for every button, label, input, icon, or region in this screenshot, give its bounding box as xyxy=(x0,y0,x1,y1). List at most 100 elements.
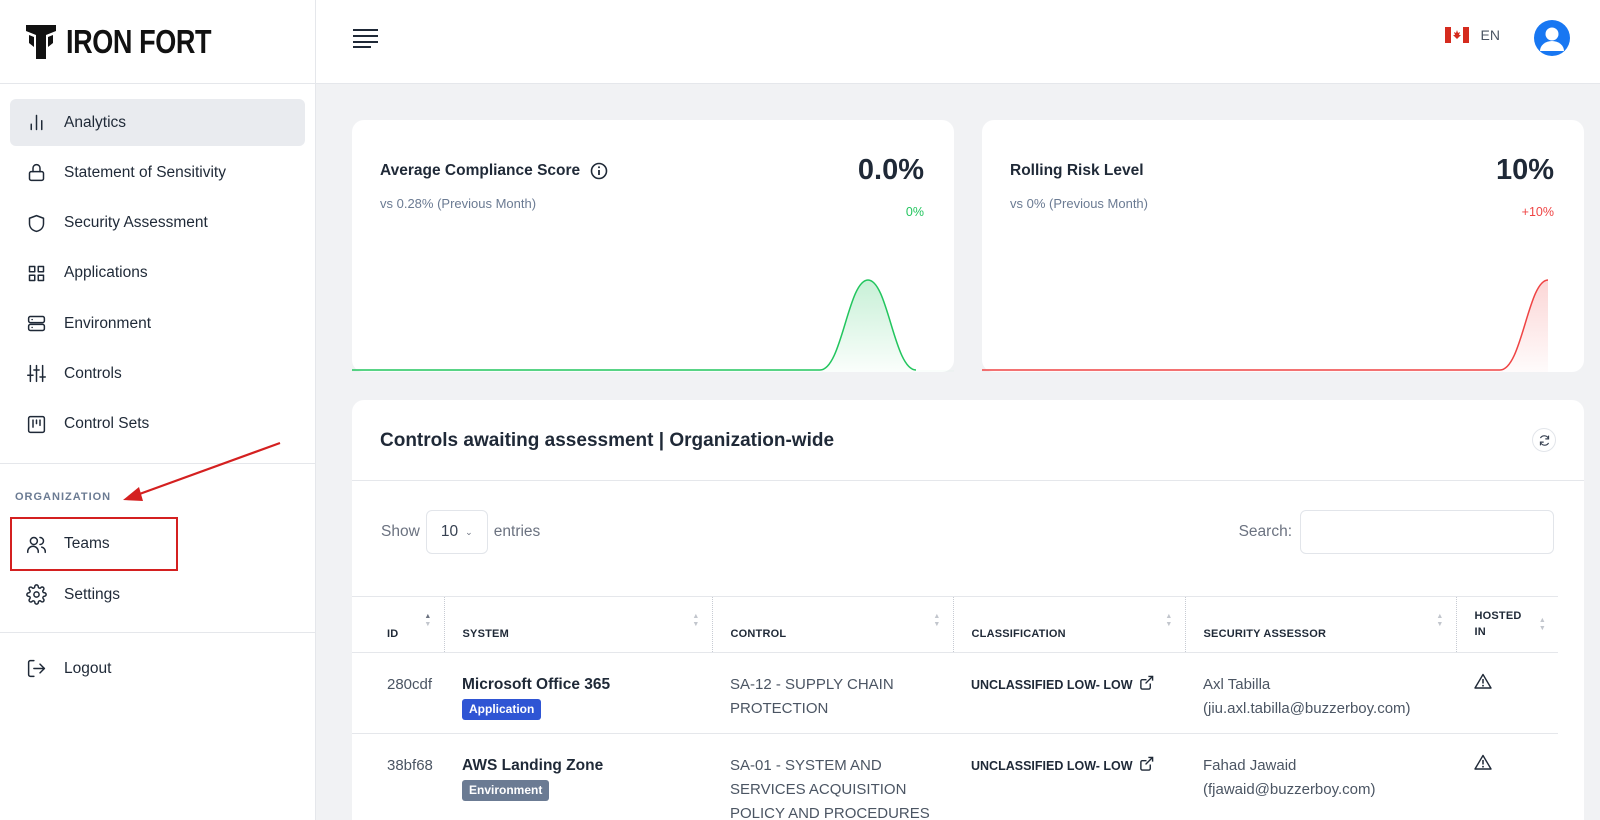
column-header-system[interactable]: SYSTEM ▲ ▼ xyxy=(443,596,712,653)
cell-id: 280cdf xyxy=(352,652,444,734)
cell-id: 38bf68 xyxy=(352,733,444,820)
sidebar-item-label: Security Assessment xyxy=(64,214,208,232)
system-type-badge: Environment xyxy=(462,780,550,801)
cell-hosted-in xyxy=(1456,652,1558,734)
sidebar-item-label: Analytics xyxy=(64,113,127,131)
sidebar-item-security-assessment[interactable]: Security Assessment xyxy=(10,200,305,247)
sidebar-item-label: Teams xyxy=(64,535,110,553)
compliance-score-title-text: Average Compliance Score xyxy=(380,162,581,179)
page-size-select[interactable]: 10 ⌄ xyxy=(425,510,488,554)
risk-sparkline xyxy=(982,279,1549,372)
controls-awaiting-title: Controls awaiting assessment | Organizat… xyxy=(380,430,835,451)
controls-table: ID ▲ ▼ SYSTEM ▲ ▼ CONTROL ▲ ▼ CLASSIFICATION ▲ ▼… xyxy=(352,596,1558,820)
column-header-control[interactable]: CONTROL ▲ ▼ xyxy=(711,596,953,653)
info-icon[interactable] xyxy=(590,162,608,180)
sidebar-item-teams[interactable]: Teams xyxy=(10,521,305,568)
external-link-icon[interactable] xyxy=(1139,675,1154,690)
compliance-score-card: Average Compliance Score vs 0.28% (Previ… xyxy=(352,120,954,372)
card-divider xyxy=(352,480,1584,481)
refresh-button[interactable] xyxy=(1532,428,1556,452)
system-name[interactable]: Microsoft Office 365 xyxy=(462,676,611,693)
column-header-hosted-in[interactable]: HOSTED IN ▲ ▼ xyxy=(1455,596,1558,653)
cell-security-assessor: Axl Tabilla (jiu.axl.tabilla@buzzerboy.c… xyxy=(1185,652,1456,734)
sidebar-item-settings[interactable]: Settings xyxy=(10,571,305,618)
risk-level-card: Rolling Risk Level vs 0% (Previous Month… xyxy=(982,120,1584,372)
compliance-score-value: 0.0% xyxy=(857,154,924,186)
cell-classification: UNCLASSIFIED LOW- LOW xyxy=(953,733,1185,820)
column-label: SECURITY ASSESSOR xyxy=(1203,628,1327,640)
logout-area: Logout xyxy=(0,633,315,692)
sidebar-item-statement-of-sensitivity[interactable]: Statement of Sensitivity xyxy=(10,149,305,196)
sort-icon: ▲ ▼ xyxy=(1165,613,1173,628)
column-label: CLASSIFICATION xyxy=(971,628,1066,640)
language-selector[interactable]: EN xyxy=(1444,27,1500,43)
external-link-icon[interactable] xyxy=(1139,756,1154,771)
assessor-name: Fahad Jawaid xyxy=(1203,757,1297,774)
table-search: Search: xyxy=(1239,510,1554,554)
server-icon xyxy=(25,313,47,335)
compliance-score-subtitle: vs 0.28% (Previous Month) xyxy=(380,196,537,211)
top-header: EN xyxy=(316,0,1600,84)
risk-level-title: Rolling Risk Level xyxy=(1010,162,1144,179)
gear-icon xyxy=(25,584,47,606)
iron-fort-logo-icon xyxy=(26,24,56,59)
assessor-name: Axl Tabilla xyxy=(1203,676,1271,693)
refresh-icon xyxy=(1539,434,1549,446)
column-label: SYSTEM xyxy=(462,628,509,640)
main-nav: Analytics Statement of Sensitivity Secur… xyxy=(0,84,315,448)
warning-icon xyxy=(1474,754,1492,770)
column-header-id[interactable]: ID ▲ ▼ xyxy=(352,596,444,653)
table-header-row: ID ▲ ▼ SYSTEM ▲ ▼ CONTROL ▲ ▼ CLASSIFICATION ▲ ▼… xyxy=(352,596,1558,653)
column-label: HOSTED IN xyxy=(1474,610,1522,638)
sidebar-item-analytics[interactable]: Analytics xyxy=(10,99,305,146)
sort-icon: ▲ ▼ xyxy=(1436,613,1444,628)
table-row[interactable]: 38bf68 AWS Landing Zone Environment SA-0… xyxy=(352,733,1558,820)
entries-label: entries xyxy=(493,523,541,540)
classification-text: UNCLASSIFIED LOW- LOW xyxy=(971,678,1133,692)
cell-classification: UNCLASSIFIED LOW- LOW xyxy=(953,652,1185,734)
grid-icon xyxy=(25,262,47,284)
sidebar-item-logout[interactable]: Logout xyxy=(10,645,305,692)
risk-level-subtitle: vs 0% (Previous Month) xyxy=(1010,196,1148,211)
sidebar-item-label: Statement of Sensitivity xyxy=(64,163,226,181)
risk-level-delta: +10% xyxy=(1521,205,1554,219)
menu-toggle-icon[interactable] xyxy=(353,28,378,48)
cell-system: Microsoft Office 365 Application xyxy=(444,652,712,734)
column-label: ID xyxy=(387,628,399,640)
logout-icon xyxy=(25,658,47,680)
sidebar-item-label: Logout xyxy=(64,659,112,677)
cell-system: AWS Landing Zone Environment xyxy=(444,733,712,820)
compliance-sparkline xyxy=(352,279,954,372)
table-row[interactable]: 280cdf Microsoft Office 365 Application … xyxy=(352,652,1558,734)
sidebar-item-environment[interactable]: Environment xyxy=(10,300,305,347)
sidebar: IRON FORT Analytics Statement of Sensiti… xyxy=(0,0,316,820)
user-avatar[interactable] xyxy=(1534,20,1570,56)
show-label: Show xyxy=(381,523,420,540)
sort-icon: ▲ ▼ xyxy=(692,613,700,628)
sidebar-item-control-sets[interactable]: Control Sets xyxy=(10,401,305,448)
compliance-score-delta: 0% xyxy=(905,205,924,219)
sidebar-divider xyxy=(0,632,315,634)
bar-chart-icon xyxy=(25,112,47,134)
sidebar-item-controls[interactable]: Controls xyxy=(10,350,305,397)
search-input[interactable] xyxy=(1300,510,1554,554)
sidebar-item-label: Applications xyxy=(64,264,148,282)
section-label-organization: ORGANIZATION xyxy=(15,490,112,503)
assessor-email: (fjawaid@buzzerboy.com) xyxy=(1203,781,1376,798)
sidebar-item-applications[interactable]: Applications xyxy=(10,250,305,297)
users-icon xyxy=(25,533,47,555)
system-name[interactable]: AWS Landing Zone xyxy=(462,757,604,774)
sidebar-item-label: Controls xyxy=(64,364,122,382)
org-nav: Teams Settings xyxy=(0,521,315,618)
page-size-value: 10 xyxy=(440,523,459,540)
kanban-icon xyxy=(25,413,47,435)
sidebar-item-label: Environment xyxy=(64,314,152,332)
column-header-classification[interactable]: CLASSIFICATION ▲ ▼ xyxy=(952,596,1185,653)
column-header-security-assessor[interactable]: SECURITY ASSESSOR ▲ ▼ xyxy=(1184,596,1456,653)
cell-hosted-in xyxy=(1456,733,1558,820)
shield-icon xyxy=(25,212,47,234)
risk-level-value: 10% xyxy=(1495,154,1554,186)
assessor-email: (jiu.axl.tabilla@buzzerboy.com) xyxy=(1203,700,1411,717)
brand-logo[interactable]: IRON FORT xyxy=(0,0,315,84)
system-type-badge: Application xyxy=(462,699,542,720)
